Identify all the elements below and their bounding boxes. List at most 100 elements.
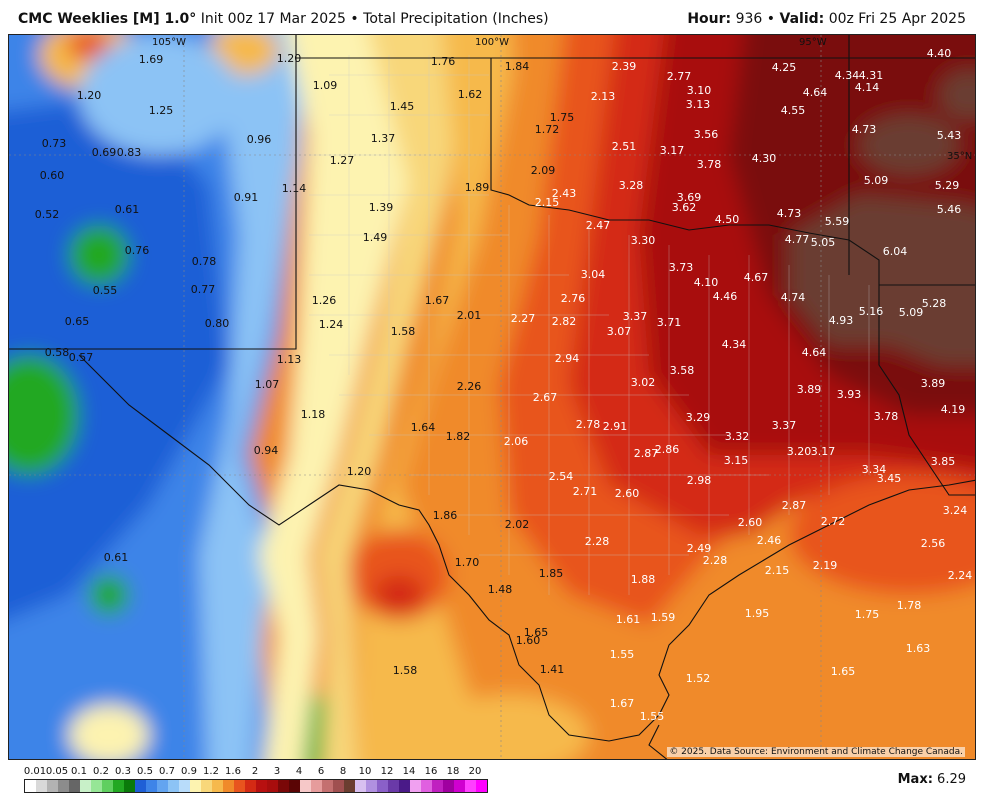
legend-swatch — [476, 780, 487, 792]
legend-swatch — [322, 780, 333, 792]
precip-value-label: 4.64 — [802, 346, 827, 359]
precip-value-label: 2.51 — [612, 140, 637, 153]
legend-swatch — [146, 780, 157, 792]
legend-tick-label: 6 — [317, 766, 325, 777]
map-title: CMC Weeklies [M] 1.0° Init 00z 17 Mar 20… — [18, 11, 549, 27]
precip-value-label: 5.43 — [937, 129, 962, 142]
precip-value-label: 4.67 — [744, 271, 769, 284]
precip-value-label: 0.58 — [45, 346, 70, 359]
legend-swatch — [465, 780, 476, 792]
legend-swatch — [179, 780, 190, 792]
precip-value-label: 4.30 — [752, 152, 777, 165]
precip-value-label: 1.48 — [488, 583, 513, 596]
precip-value-label: 1.18 — [301, 408, 326, 421]
precip-value-label: 4.73 — [777, 207, 802, 220]
precip-value-label: 1.58 — [393, 664, 418, 677]
color-legend: 0.01 0.05 0.1 0.2 0.3 0.5 0.7 0.9 1.2 1.6 2 3 4 6 8 10 1… — [8, 762, 976, 808]
precip-value-label: 4.46 — [713, 290, 738, 303]
data-credit: © 2025. Data Source: Environment and Cli… — [667, 747, 965, 757]
legend-swatch — [421, 780, 432, 792]
precip-value-label: 1.20 — [277, 52, 302, 65]
precip-value-label: 1.59 — [651, 611, 676, 624]
precip-value-label: 2.02 — [505, 518, 530, 531]
legend-tick-label: 0.01 — [23, 766, 47, 777]
legend-tick-label: 20 — [468, 766, 482, 777]
legend-swatch — [278, 780, 289, 792]
legend-swatch — [377, 780, 388, 792]
lon-label-95: 95°W — [799, 37, 827, 48]
legend-swatch — [168, 780, 179, 792]
precipitation-map[interactable]: 105°W 100°W 95°W 35°N 1.69 1.20 1.25 1.20 1.… — [8, 34, 976, 760]
precip-value-label: 5.09 — [864, 174, 889, 187]
precip-value-label: 1.24 — [319, 318, 344, 331]
precip-value-label: 2.78 — [576, 418, 601, 431]
legend-swatch — [454, 780, 465, 792]
legend-tick-label: 4 — [295, 766, 303, 777]
precip-value-label: 1.55 — [640, 710, 665, 723]
legend-swatch — [245, 780, 256, 792]
precip-value-label: 2.82 — [552, 315, 577, 328]
legend-swatch — [311, 780, 322, 792]
legend-swatch — [102, 780, 113, 792]
precip-value-label: 0.61 — [115, 203, 140, 216]
precip-value-label: 0.57 — [69, 351, 94, 364]
precip-value-label: 2.76 — [561, 292, 586, 305]
precip-value-label: 2.77 — [667, 70, 692, 83]
legend-swatch — [124, 780, 135, 792]
legend-swatch — [410, 780, 421, 792]
precip-value-label: 1.41 — [540, 663, 565, 676]
precip-value-label: 1.63 — [906, 642, 931, 655]
precip-value-label: 3.73 — [669, 261, 694, 274]
precip-value-label: 3.07 — [607, 325, 632, 338]
precip-value-label: 5.46 — [937, 203, 962, 216]
precip-value-label: 2.26 — [457, 380, 482, 393]
precip-value-label: 1.65 — [831, 665, 856, 678]
precip-value-label: 1.65 — [524, 626, 549, 639]
precip-value-label: 2.72 — [821, 515, 846, 528]
header: CMC Weeklies [M] 1.0° Init 00z 17 Mar 20… — [0, 0, 984, 34]
valid-separator: • — [766, 11, 776, 27]
legend-swatch — [58, 780, 69, 792]
precip-value-label: 3.10 — [687, 84, 712, 97]
legend-tick-label: 0.9 — [181, 766, 197, 777]
precip-value-labels: 1.69 1.20 1.25 1.20 1.09 1.76 1.84 2.39 2.773.10… — [35, 47, 973, 723]
precip-value-label: 3.56 — [694, 128, 719, 141]
precip-value-label: 4.25 — [772, 61, 797, 74]
precip-value-label: 3.04 — [581, 268, 606, 281]
precip-value-label: 2.15 — [765, 564, 790, 577]
precip-value-label: 4.93 — [829, 314, 854, 327]
model-name: CMC Weeklies [M] 1.0° — [18, 11, 197, 27]
precip-value-label: 3.58 — [670, 364, 695, 377]
legend-swatch — [344, 780, 355, 792]
precip-value-label: 1.88 — [631, 573, 656, 586]
precip-value-label: 5.16 — [859, 305, 884, 318]
international-border — [78, 354, 975, 759]
valid-info: Hour: 936 • Valid: 00z Fri 25 Apr 2025 — [687, 11, 966, 27]
precip-value-label: 4.64 — [803, 86, 828, 99]
legend-swatch — [267, 780, 278, 792]
precip-value-label: 1.13 — [277, 353, 302, 366]
legend-tick-label: 0.2 — [93, 766, 109, 777]
legend-tick-label: 1.6 — [225, 766, 241, 777]
precip-value-label: 1.67 — [425, 294, 450, 307]
legend-swatch — [69, 780, 80, 792]
precip-value-label: 1.09 — [313, 79, 338, 92]
precip-value-label: 2.86 — [655, 443, 680, 456]
precip-value-label: 1.75 — [550, 111, 575, 124]
precip-field — [9, 35, 975, 759]
precip-value-label: 4.77 — [785, 233, 810, 246]
precip-value-label: 1.69 — [139, 53, 164, 66]
hour-value: 936 — [735, 11, 763, 27]
legend-tick-label: 14 — [402, 766, 416, 777]
precip-value-label: 1.82 — [446, 430, 471, 443]
precip-value-label: 1.95 — [745, 607, 770, 620]
legend-swatch — [388, 780, 399, 792]
legend-swatch — [212, 780, 223, 792]
legend-swatch — [47, 780, 58, 792]
precip-value-label: 1.49 — [363, 231, 388, 244]
precip-value-label: 3.02 — [631, 376, 656, 389]
legend-swatch — [25, 780, 36, 792]
legend-tick-label: 0.5 — [137, 766, 153, 777]
precip-value-label: 2.47 — [586, 219, 611, 232]
precip-value-label: 0.52 — [35, 208, 60, 221]
